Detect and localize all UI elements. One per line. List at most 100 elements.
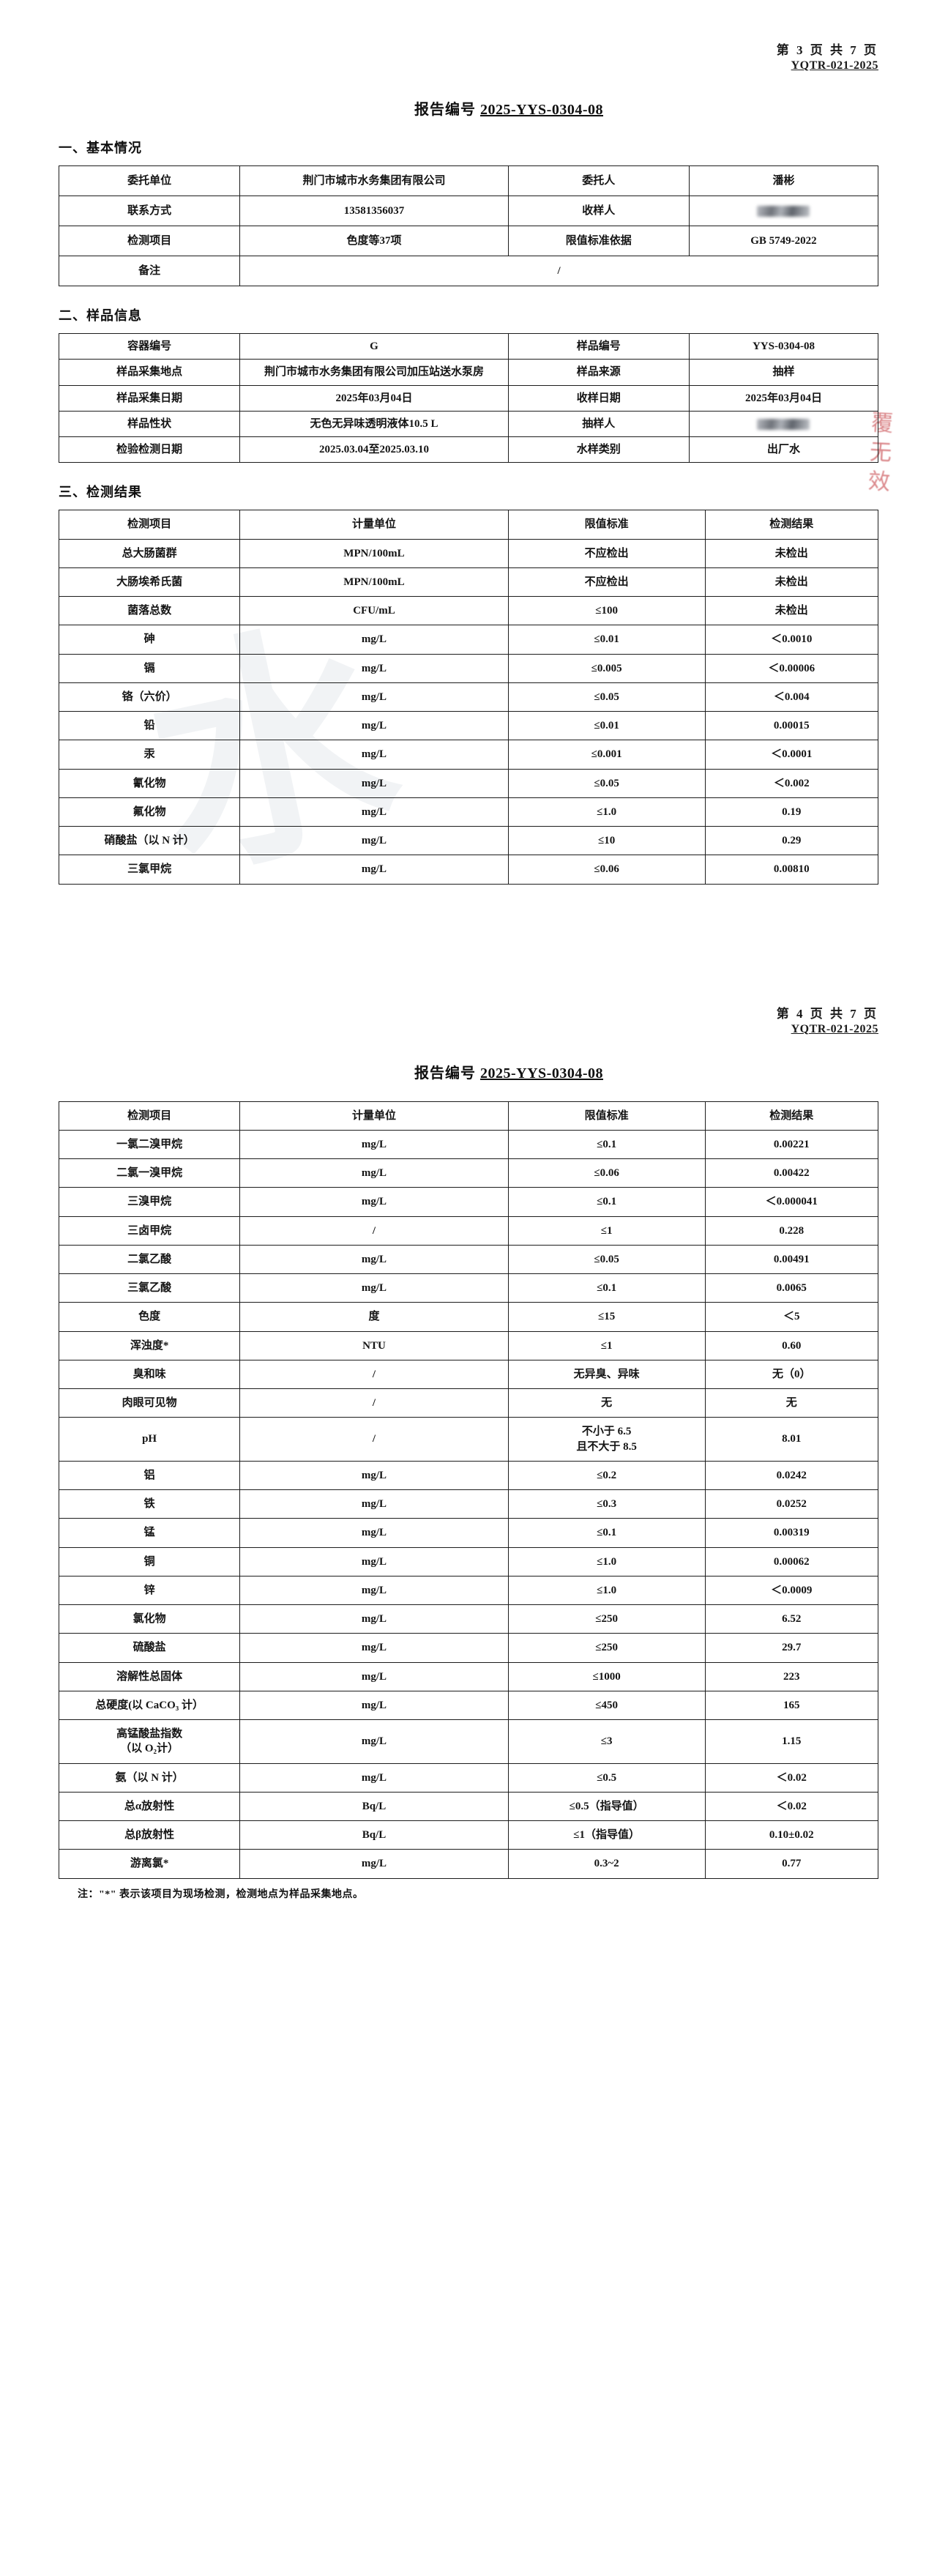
report-number: 报告编号 2025-YYS-0304-08 [139,97,878,119]
table-cell: 委托人 [507,165,690,196]
section-title-basic-info: 一、基本情况 [59,141,142,155]
table-cell: mg/L [239,1518,509,1548]
table-cell: mg/L [239,682,509,712]
table-cell: 色度等37项 [239,226,509,256]
table-cell: 未检出 [704,595,879,626]
table-cell: ≤0.2 [507,1460,706,1491]
table-cell: 大肠埃希氏菌 [58,567,241,598]
table-cell: 0.00810 [704,855,879,885]
table-cell: 菌落总数 [58,595,241,626]
table-cell: ≤0.005 [507,653,706,683]
table-cell: ＜0.0009 [704,1575,879,1606]
table-cell: 无异臭、异味 [507,1359,706,1390]
table-cell: 0.3~2 [507,1849,706,1879]
table-cell: ≤0.06 [507,855,706,885]
table-cell: CFU/mL [239,595,509,626]
table-cell: mg/L [239,710,509,741]
table-cell: mg/L [239,1546,509,1577]
table-row: 三氯乙酸 mg/L ≤0.1 0.0065 [58,1273,879,1303]
table-cell: 29.7 [704,1633,879,1663]
table-row: 砷 mg/L ≤0.01 ＜0.0010 [58,625,879,655]
table-row: 色度度 ≤15 ＜5 [58,1302,879,1332]
table-row: 委托单位 荆门市城市水务集团有限公司 委托人 潘彬 [58,165,879,196]
table-row: 联系方式 13581356037 收样人 [58,196,879,226]
redacted-value [688,410,879,438]
table-row: 铅 mg/L ≤0.01 0.00015 [58,710,879,741]
table-cell: / [239,1417,509,1462]
table-cell: MPN/100mL [239,538,509,568]
table-cell: mg/L [239,1719,509,1764]
table-cell: ≤10 [507,825,706,856]
table-cell: mg/L [239,1690,509,1721]
report-number-value: 2025-YYS-0304-08 [480,1065,603,1082]
document-code: YQTR-021-2025 [791,1022,878,1035]
table-cell: 无色无异味透明液体10.5 L [239,410,509,438]
table-cell: mg/L [239,855,509,885]
table-row: 二氯乙酸 mg/L ≤0.05 0.00491 [58,1244,879,1275]
table-cell: ≤0.1 [507,1129,706,1160]
table-cell: mg/L [239,625,509,655]
results-body-page4: 一氯二溴甲烷 mg/L ≤0.1 0.00221 二氯一溴甲烷 mg/L ≤0.06 0.00… [58,1129,879,1879]
table-row: 三氯甲烷 mg/L ≤0.06 0.00810 [58,855,879,885]
table-cell: GB 5749-2022 [688,226,879,256]
table-cell: 联系方式 [58,196,241,226]
report-number-label: 报告编号 [414,1065,476,1082]
table-cell: 浑浊度* [58,1330,241,1360]
table-cell: 抽样人 [507,410,690,438]
page-header: 第 3 页 共 7 页 YQTR-021-2025 [59,0,878,72]
table-cell: 样品采集日期 [58,384,241,412]
table-cell: 不小于 6.5 且不大于 8.5 [507,1417,706,1462]
section-title-sample-info: 二、样品信息 [59,308,142,323]
table-cell: ≤0.1 [507,1518,706,1548]
table-row: 游离氯* mg/L 0.3~2 0.77 [58,1849,879,1879]
table-cell: 铬（六价） [58,682,241,712]
table-cell: 备注 [58,256,241,286]
table-cell: / [239,1388,509,1418]
table-cell: 1.15 [704,1719,879,1764]
table-cell: 6.52 [704,1604,879,1634]
table-cell: ＜0.002 [704,768,879,798]
table-row: 总大肠菌群 MPN/100mL 不应检出 未检出 [58,538,879,568]
table-cell: mg/L [239,1129,509,1160]
table-row: 氟化物 mg/L ≤1.0 0.19 [58,797,879,827]
table-cell: ≤0.01 [507,710,706,741]
table-cell: 0.00491 [704,1244,879,1275]
table-cell: 样品采集地点 [58,359,241,386]
table-cell: mg/L [239,797,509,827]
table-cell: 不应检出 [507,538,706,568]
document-code: YQTR-021-2025 [791,59,878,72]
table-cell: ≤3 [507,1719,706,1764]
basic-info-table: 委托单位 荆门市城市水务集团有限公司 委托人 潘彬 联系方式 13581356037 收样人… [58,165,879,286]
table-cell: 抽样 [688,359,879,386]
table-cell: 三氯甲烷 [58,855,241,885]
table-row: 一氯二溴甲烷 mg/L ≤0.1 0.00221 [58,1129,879,1160]
table-row: 镉 mg/L ≤0.005 ＜0.00006 [58,653,879,683]
table-row: 三卤甲烷 / ≤1 0.228 [58,1216,879,1246]
table-cell: 2025年03月04日 [688,384,879,412]
table-row: 菌落总数 CFU/mL ≤100 未检出 [58,595,879,626]
table-cell: 限值标准依据 [507,226,690,256]
table-row: 臭和味 / 无异臭、异味 无（0） [58,1359,879,1390]
table-cell: 检测项目 [58,226,241,256]
table-cell: mg/L [239,1489,509,1519]
page-3: 水 覆无效 第 3 页 共 7 页 YQTR-021-2025 报告编号 202… [0,0,937,885]
table-cell: 223 [704,1661,879,1691]
table-cell: 样品来源 [507,359,690,386]
table-row: 总α放射性 Bq/L ≤0.5（指导值） ＜0.02 [58,1791,879,1822]
table-cell: 委托单位 [58,165,241,196]
table-cell: ≤0.3 [507,1489,706,1519]
table-cell: ＜0.02 [704,1762,879,1793]
table-cell: ≤1000 [507,1661,706,1691]
table-cell: ≤0.1 [507,1187,706,1217]
table-cell: 0.19 [704,797,879,827]
table-cell: 色度 [58,1302,241,1332]
table-cell: ＜0.0001 [704,740,879,770]
table-cell: mg/L [239,1575,509,1606]
table-cell: 容器编号 [58,332,241,360]
table-cell: 样品性状 [58,410,241,438]
table-row: 检验检测日期 2025.03.04至2025.03.10 水样类别 出厂水 [58,436,879,464]
table-cell: 0.0065 [704,1273,879,1303]
table-cell: 水样类别 [507,436,690,464]
table-cell: 砷 [58,625,241,655]
table-cell: 13581356037 [239,196,509,226]
